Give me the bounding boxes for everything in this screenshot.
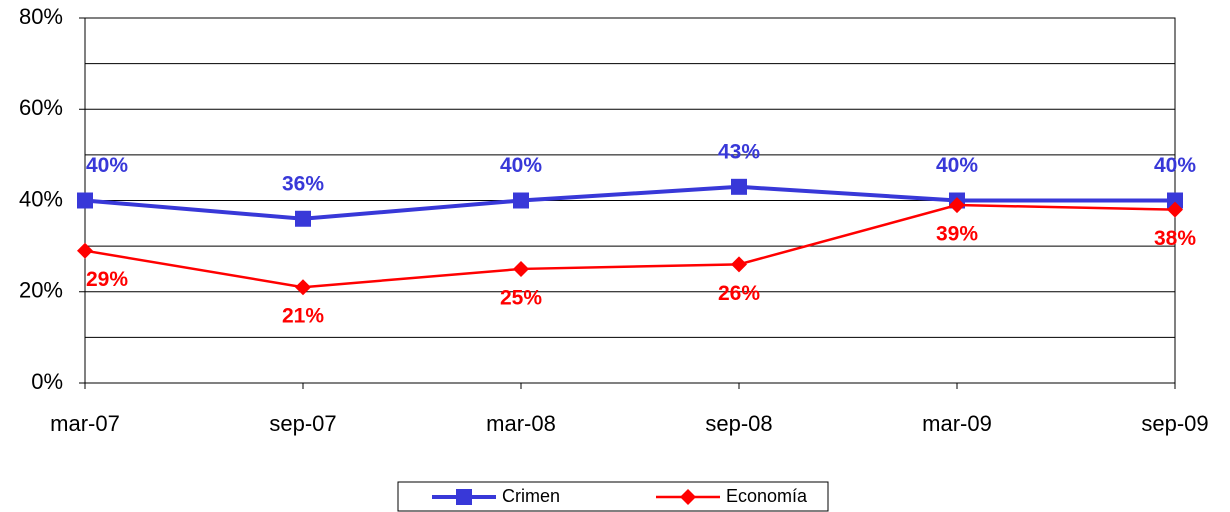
marker [731, 178, 747, 195]
marker [77, 192, 93, 209]
marker [513, 260, 529, 277]
marker [1167, 201, 1183, 218]
x-tick-label: mar-08 [486, 411, 556, 436]
value-label: 40% [936, 154, 978, 177]
marker [680, 489, 696, 505]
series-line [84, 203, 1176, 289]
value-label: 38% [1154, 227, 1196, 250]
value-label: 40% [1154, 154, 1196, 177]
marker [949, 197, 965, 214]
legend-label: Crimen [502, 486, 560, 506]
x-tick-label: sep-09 [1141, 411, 1208, 436]
series-line [84, 184, 1175, 221]
y-tick-label: 20% [19, 278, 63, 303]
marker [1167, 192, 1183, 209]
marker [295, 210, 311, 227]
marker [456, 489, 472, 505]
value-label: 36% [282, 172, 324, 195]
value-label: 29% [86, 268, 128, 291]
x-tick-label: mar-07 [50, 411, 120, 436]
value-label: 26% [718, 282, 760, 305]
value-label: 40% [500, 154, 542, 177]
value-label: 21% [282, 305, 324, 328]
value-label: 39% [936, 223, 978, 246]
marker [77, 242, 93, 259]
value-label: 25% [500, 286, 542, 309]
value-label: 40% [86, 154, 128, 177]
y-tick-label: 60% [19, 95, 63, 120]
y-tick-label: 80% [19, 4, 63, 29]
legend-label: Economía [726, 486, 808, 506]
value-label: 43% [718, 140, 760, 163]
x-tick-label: sep-08 [705, 411, 772, 436]
marker [513, 192, 529, 209]
y-tick-label: 40% [19, 186, 63, 211]
x-tick-label: mar-09 [922, 411, 992, 436]
marker [731, 256, 747, 273]
marker [295, 279, 311, 296]
y-tick-label: 0% [31, 369, 63, 394]
x-tick-label: sep-07 [269, 411, 336, 436]
